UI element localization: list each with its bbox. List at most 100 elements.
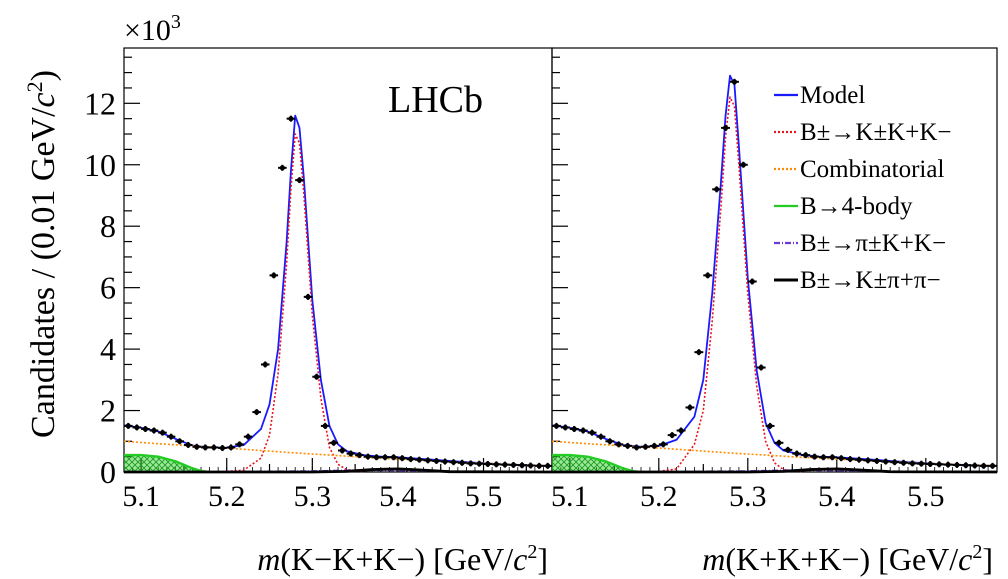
right-data-point [989,463,996,469]
legend-label-k_pipi: B±→K±π+π− [800,267,941,294]
legend-label-signal: B±→K±K+K− [800,119,951,146]
left-x-axis-title-part: (K−K+K−) [GeV/ [280,541,513,577]
right-data-point [865,457,871,463]
right-data-point [874,458,880,464]
right-data-point [927,461,933,467]
y-tick-label: 12 [84,85,116,121]
right-data-point [580,427,586,434]
right-data-point [909,460,916,466]
left-data-point [442,458,448,465]
left-data-point [528,462,534,469]
legend-label-combinatorial: Combinatorial [800,156,944,183]
left-data-point [416,457,422,463]
right-data-point [936,461,942,467]
left-data-point [271,272,277,278]
left-data-point [314,374,320,380]
left-data-point [519,462,525,468]
left-data-point [536,463,542,469]
y-axis-exponent-power: 3 [171,11,181,33]
right-data-point [820,454,827,460]
left-data-point [408,456,414,462]
right-data-point [785,447,791,453]
left-data-point [296,177,303,183]
right-data-point [883,458,889,465]
right-data-point [642,444,649,450]
right-data-point [705,272,711,278]
left-data-point [476,461,482,467]
right-data-point [838,455,844,461]
y-axis-exponent-base: ×10 [124,14,171,47]
right-x-tick-label: 5.1 [551,480,589,513]
left-x-axis-title-part: c [513,541,527,577]
right-data-point [776,440,782,446]
right-data-point [847,456,853,462]
left-data-point [288,116,294,122]
left-data-point [373,454,380,460]
right-data-point [696,349,702,355]
right-data-point [892,459,898,465]
left-data-point [177,438,183,444]
left-data-point [459,460,465,466]
right-data-point [803,452,809,458]
y-tick-label: 10 [84,147,116,183]
right-data-point [945,462,951,468]
legend-label-four_body: B→4-body [800,193,913,220]
right-data-point [972,462,978,469]
left-data-point [425,457,431,463]
left-data-point [236,441,243,447]
right-x-axis-title-part: c [958,541,972,577]
right-data-point [731,79,738,85]
left-data-point [493,461,499,467]
right-data-point [571,426,577,432]
left-data-point [502,462,508,468]
right-data-point [829,454,835,460]
legend: Model B±→K±K+K− Combinatorial B→4-body B±→π±… [774,82,951,294]
legend-label-model: Model [800,82,865,109]
left-x-tick-label: 5.1 [122,480,160,513]
y-axis-title: Candidates / (0.01 GeV/c2) [22,70,62,438]
left-data-point [322,423,328,429]
left-x-axis-title-part: 2 [527,541,537,563]
left-data-point [399,455,405,461]
left-data-point [159,430,166,436]
right-x-axis-title-part: ] [982,541,993,577]
right-data-point [589,430,595,436]
left-x-tick-label: 5.4 [379,480,417,513]
right-x-axis-title-part: (K+K+K−) [GeV/ [725,541,958,577]
y-axis-title-tail: ) [25,70,62,81]
right-x-tick-label: 5.2 [640,480,678,513]
left-data-point [168,434,174,440]
y-axis-title-italic: c [25,92,62,107]
right-data-point [562,424,568,431]
left-data-point [331,440,337,446]
right-data-point [963,462,969,468]
y-tick-label: 0 [100,454,116,490]
y-tick-label: 2 [100,393,116,429]
right-x-axis-title: m(K+K+K−) [GeV/c2] [702,541,993,577]
left-data-point [391,454,397,460]
left-x-tick-label: 5.2 [208,480,246,513]
right-data-point [740,162,746,168]
right-x-tick-label: 5.3 [729,480,767,513]
right-data-point [749,278,755,285]
right-x-tick-label: 5.4 [818,480,856,513]
left-x-axis-title: m(K−K+K−) [GeV/c2] [257,541,548,577]
experiment-label: LHCb [388,79,483,121]
y-axis-title-main: Candidates / (0.01 GeV/ [25,107,62,438]
right-data-point [607,438,613,444]
left-x-axis-title-part: ] [537,541,548,577]
right-data-point [794,450,800,457]
left-data-point [262,361,268,368]
right-data-point [758,364,764,371]
right-data-point [598,434,604,440]
right-plot-frame [551,47,998,473]
left-x-tick-label: 5.3 [294,480,332,513]
right-data-point [900,460,907,466]
y-tick-label: 8 [100,208,116,244]
right-data-point [660,441,666,447]
right-data-point [678,427,684,434]
left-data-point [305,294,311,300]
right-data-point [767,423,773,429]
left-series-k_pipi [124,467,553,474]
